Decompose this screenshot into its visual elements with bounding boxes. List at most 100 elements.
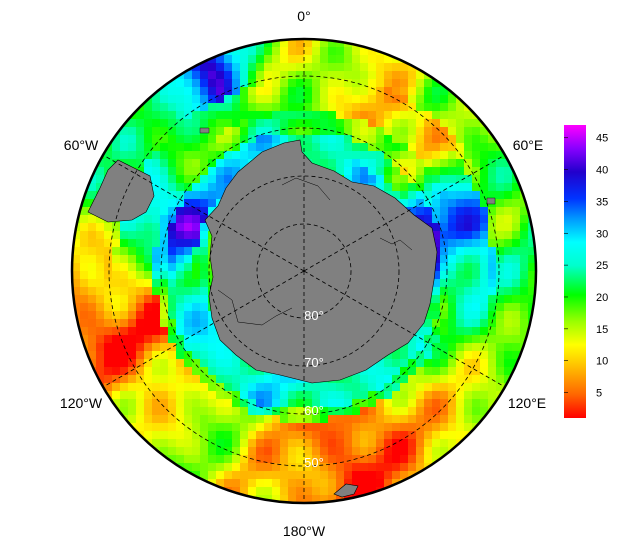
field-cell [200,255,209,264]
field-cell [424,111,433,120]
field-cell [528,263,536,272]
field-cell [216,135,225,144]
field-cell [128,143,137,152]
field-cell [456,311,465,320]
field-cell [464,183,473,192]
field-cell [216,143,225,152]
field-cell [520,303,529,312]
field-cell [144,215,153,224]
field-cell [424,431,433,440]
field-cell [288,463,297,472]
field-cell [456,183,465,192]
field-cell [488,143,497,152]
field-cell [416,439,425,448]
field-cell [288,487,297,496]
field-cell [424,319,433,328]
field-cell [88,231,97,240]
field-cell [168,391,177,400]
field-cell [496,151,505,160]
field-cell [80,255,89,264]
field-cell [336,415,345,424]
field-cell [448,223,457,232]
field-cell [440,223,449,232]
field-cell [464,119,473,128]
field-cell [336,455,345,464]
field-cell [208,175,217,184]
field-cell [272,127,281,136]
field-cell [224,423,233,432]
field-cell [208,127,217,136]
field-cell [248,463,257,472]
graticule [102,39,506,503]
field-cell [152,215,161,224]
field-cell [448,191,457,200]
field-cell [200,319,209,328]
field-cell [464,127,473,136]
field-cell [376,79,385,88]
field-cell [336,159,345,168]
field-cell [216,159,225,168]
field-cell [240,479,249,488]
field-cell [120,239,129,248]
field-cell [416,407,425,416]
field-cell [112,271,121,280]
field-cell [80,175,89,184]
field-cell [168,255,177,264]
field-cell [104,375,113,384]
field-cell [112,239,121,248]
field-cell [312,423,321,432]
field-cell [440,319,449,328]
field-cell [424,87,433,96]
field-cell [448,111,457,120]
field-cell [112,279,121,288]
field-cell [504,223,513,232]
field-cell [368,423,377,432]
field-cell [416,95,425,104]
latitude-circle [256,223,352,319]
field-cell [416,207,425,216]
field-cell [440,391,449,400]
field-cell [136,359,145,368]
field-cell [120,319,129,328]
field-cell [448,255,457,264]
field-cell [384,103,393,112]
field-cell [416,463,425,472]
field-cell [504,183,513,192]
field-cell [376,175,385,184]
field-cell [184,175,193,184]
field-cell [480,367,489,376]
field-cell [280,431,289,440]
field-cell [448,183,457,192]
field-cell [360,487,369,496]
field-cell [176,231,185,240]
field-cell [280,487,289,496]
field-cell [208,111,217,120]
field-cell [464,351,473,360]
field-cell [320,439,329,448]
field-cell [216,367,225,376]
field-cell [232,391,241,400]
field-cell [416,423,425,432]
field-cell [496,215,505,224]
field-cell [208,407,217,416]
field-cell [232,359,241,368]
field-cell [232,431,241,440]
field-cell [160,287,169,296]
field-cell [360,79,369,88]
field-cell [96,287,105,296]
field-cell [368,415,377,424]
field-cell [392,175,401,184]
field-cell [512,279,521,288]
field-cell [192,247,201,256]
field-cell [488,207,497,216]
field-cell [280,423,289,432]
field-cell [312,87,321,96]
field-cell [120,111,129,120]
field-cell [264,487,273,496]
field-cell [312,495,321,503]
field-cell [184,463,193,472]
field-cell [168,311,177,320]
field-cell [328,143,337,152]
field-cell [224,159,233,168]
field-cell [224,391,233,400]
